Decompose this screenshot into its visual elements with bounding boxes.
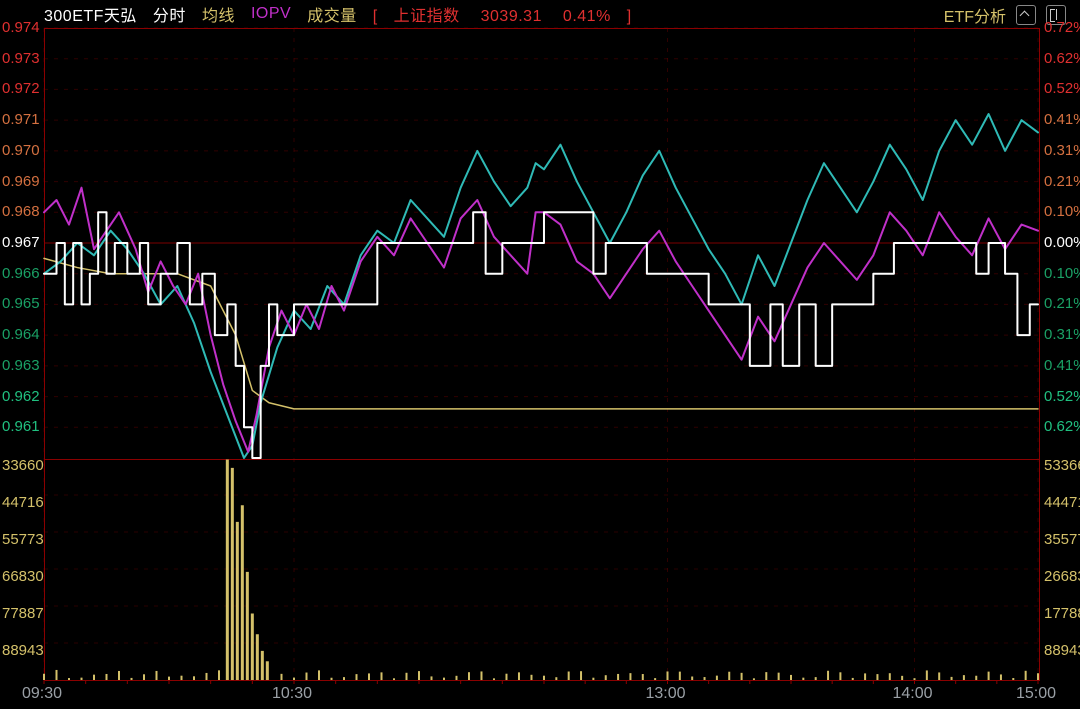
axis-tick-label: 0.971 [2, 112, 40, 127]
axis-tick-label: 0.31% [1044, 143, 1080, 158]
axis-tick-label: 0.963 [2, 358, 40, 373]
axis-tick-label: 0.72% [1044, 20, 1080, 35]
axis-tick-label: 66830 [2, 569, 44, 584]
axis-tick-label: 444716 [1044, 495, 1080, 510]
axis-tick-label: 88943 [2, 643, 44, 658]
axis-tick-label: 177887 [1044, 606, 1080, 621]
axis-tick-label: 0.961 [2, 419, 40, 434]
axis-tick-label: 55773 [2, 532, 44, 547]
axis-tick-label: 15:00 [1016, 686, 1056, 702]
axis-tick-label: 0.962 [2, 389, 40, 404]
axis-tick-label: 0.52% [1044, 389, 1080, 404]
axis-tick-label: 0.62% [1044, 51, 1080, 66]
axis-tick-label: 0.965 [2, 296, 40, 311]
volume-bars [0, 0, 1080, 709]
axis-tick-label: 0.968 [2, 204, 40, 219]
axis-tick-label: 0.21% [1044, 296, 1080, 311]
axis-tick-label: 0.62% [1044, 419, 1080, 434]
axis-tick-label: 0.974 [2, 20, 40, 35]
axis-tick-label: 0.00% [1044, 235, 1080, 250]
axis-tick-label: 44716 [2, 495, 44, 510]
axis-tick-label: 0.52% [1044, 81, 1080, 96]
axis-tick-label: 0.10% [1044, 266, 1080, 281]
axis-tick-label: 88943 [1044, 643, 1080, 658]
axis-tick-label: 0.31% [1044, 327, 1080, 342]
axis-tick-label: 0.10% [1044, 204, 1080, 219]
axis-tick-label: 533660 [1044, 458, 1080, 473]
axis-tick-label: 0.973 [2, 51, 40, 66]
axis-tick-label: 14:00 [892, 686, 932, 702]
axis-tick-label: 77887 [2, 606, 44, 621]
axis-tick-label: 0.967 [2, 235, 40, 250]
axis-tick-label: 355773 [1044, 532, 1080, 547]
axis-tick-label: 09:30 [22, 686, 62, 702]
axis-tick-label: 266830 [1044, 569, 1080, 584]
axis-tick-label: 0.966 [2, 266, 40, 281]
axis-tick-label: 0.41% [1044, 358, 1080, 373]
axis-tick-label: 0.970 [2, 143, 40, 158]
axis-tick-label: 0.969 [2, 174, 40, 189]
axis-tick-label: 0.964 [2, 327, 40, 342]
axis-tick-label: 13:00 [645, 686, 685, 702]
axis-tick-label: 10:30 [272, 686, 312, 702]
axis-tick-label: 0.21% [1044, 174, 1080, 189]
axis-tick-label: 0.41% [1044, 112, 1080, 127]
axis-tick-label: 33660 [2, 458, 44, 473]
axis-tick-label: 0.972 [2, 81, 40, 96]
